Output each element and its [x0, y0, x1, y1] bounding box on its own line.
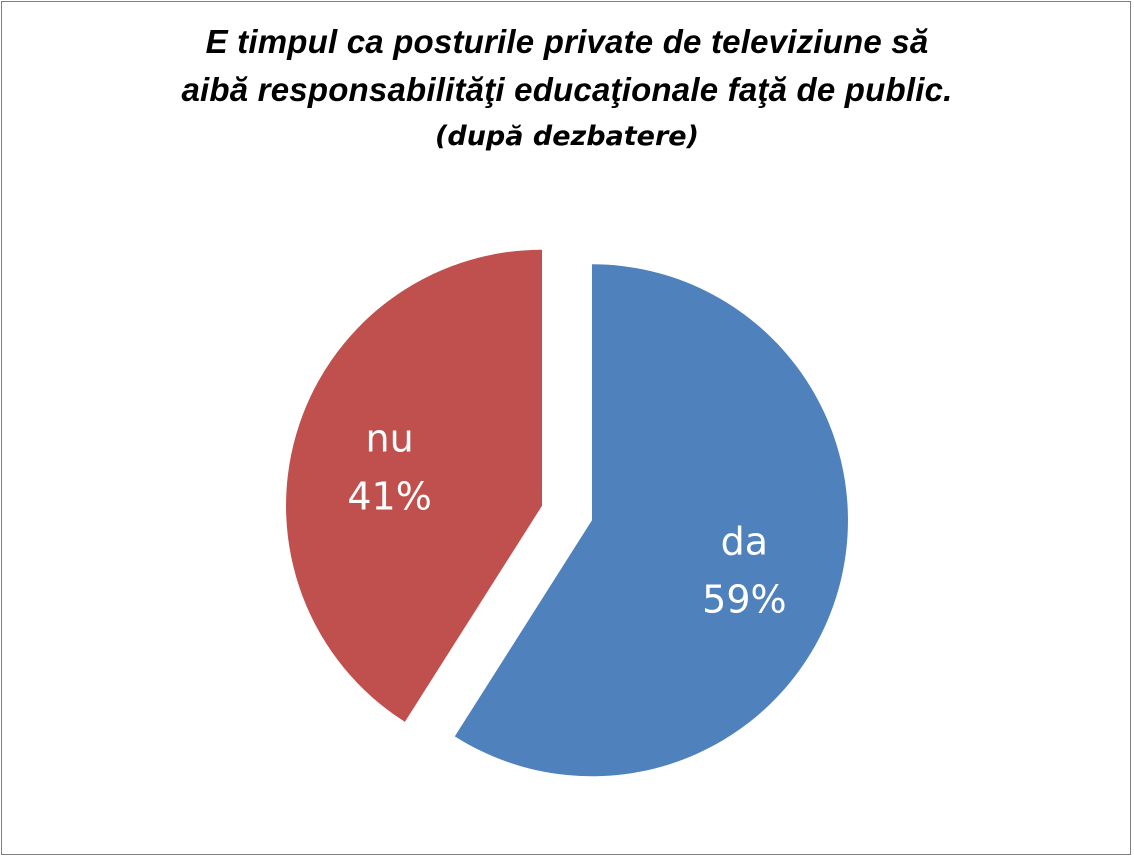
slice-percent-label-nu: 41%	[347, 474, 431, 518]
pie-slice-nu	[286, 249, 543, 722]
slice-percent-label-da: 59%	[702, 578, 786, 622]
slice-category-label-da: da	[721, 520, 768, 564]
pie-slice-da	[454, 264, 848, 777]
chart-title-line-1: E timpul ca posturile private de televiz…	[205, 23, 929, 60]
slice-category-label-nu: nu	[366, 416, 414, 460]
chart-title-block: E timpul ca posturile private de televiz…	[0, 18, 1134, 158]
chart-subtitle: (după dezbatere)	[435, 121, 699, 152]
chart-title-line-2: aibă responsabilităţi educaţionale faţă …	[181, 71, 953, 108]
